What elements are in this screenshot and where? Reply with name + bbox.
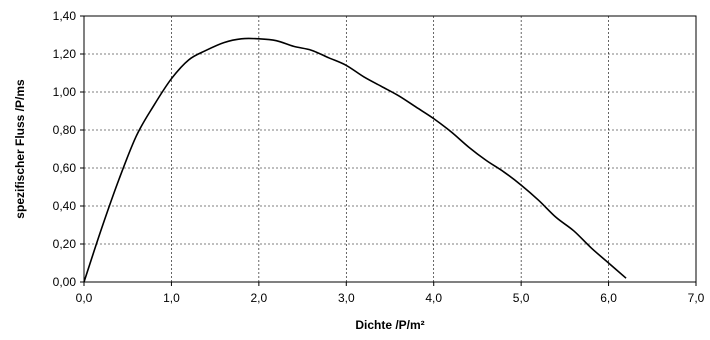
x-tick-label: 7,0: [688, 291, 705, 305]
y-axis-title: spezifischer Fluss /P/ms: [13, 79, 27, 219]
x-axis-title: Dichte /P/m²: [355, 318, 424, 332]
x-tick-label: 1,0: [163, 291, 180, 305]
x-tick-labels: 0,0 1,0 2,0 3,0 4,0 5,0 6,0 7,0: [76, 291, 705, 305]
grid-lines: [84, 16, 696, 282]
x-tick-label: 3,0: [338, 291, 355, 305]
x-tick-label: 4,0: [425, 291, 442, 305]
x-tick-label: 5,0: [513, 291, 530, 305]
x-tick-label: 0,0: [76, 291, 93, 305]
x-tick-label: 6,0: [600, 291, 617, 305]
y-tick-label: 0,80: [53, 123, 77, 137]
y-tick-label: 0,40: [53, 199, 77, 213]
plot-frame: [83, 15, 697, 283]
y-tick-label: 1,40: [53, 9, 77, 23]
y-tick-label: 1,20: [53, 47, 77, 61]
axis-ticks: [80, 15, 697, 286]
y-tick-labels: 0,00 0,20 0,40 0,60 0,80 1,00 1,20 1,40: [53, 9, 77, 289]
x-tick-label: 2,0: [251, 291, 268, 305]
y-tick-label: 0,60: [53, 161, 77, 175]
y-tick-label: 1,00: [53, 85, 77, 99]
y-tick-label: 0,00: [53, 275, 77, 289]
series-line: [83, 37, 627, 283]
y-tick-label: 0,20: [53, 237, 77, 251]
